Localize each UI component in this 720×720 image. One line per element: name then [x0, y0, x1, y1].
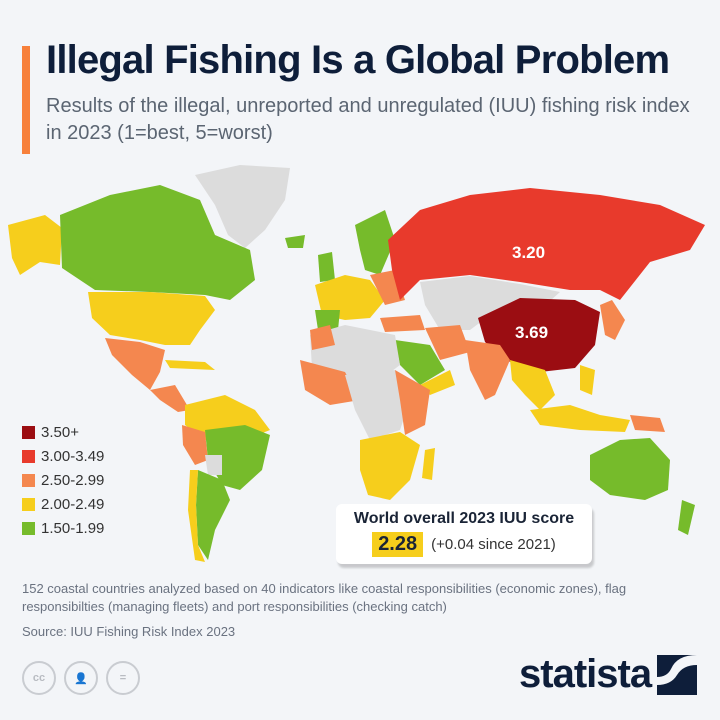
world-score-box: World overall 2023 IUU score 2.28 (+0.04… [336, 504, 592, 564]
no-derivatives-icon[interactable]: = [106, 661, 140, 695]
central-america [150, 385, 190, 412]
legend-swatch [22, 425, 35, 439]
chile [188, 470, 205, 562]
central-africa [345, 370, 410, 440]
uk [318, 252, 335, 282]
india [465, 340, 510, 400]
statista-logo-icon [657, 654, 698, 695]
accent-bar [22, 46, 30, 154]
mexico [105, 338, 165, 390]
iran [425, 325, 470, 360]
yemen-oman [420, 370, 455, 395]
canada [60, 185, 255, 300]
legend-label: 3.00-3.49 [41, 447, 105, 465]
russia-score-label: 3.20 [512, 243, 545, 262]
usa [88, 292, 215, 345]
korea-japan [600, 300, 625, 340]
attribution-icon[interactable]: 👤 [64, 661, 98, 695]
score-title: World overall 2023 IUU score [353, 510, 575, 527]
legend-label: 2.00-2.49 [41, 495, 105, 513]
madagascar [422, 448, 435, 480]
legend-item: 1.50-1.99 [22, 516, 104, 540]
world-map: 3.20 3.69 [8, 165, 705, 562]
saudi-arabia [395, 340, 445, 385]
score-change: (+0.04 since 2021) [431, 536, 556, 553]
philippines [580, 365, 595, 395]
east-africa [395, 370, 430, 435]
caribbean [165, 360, 215, 370]
page-title: Illegal Fishing Is a Global Problem [46, 38, 670, 82]
russia [388, 188, 705, 300]
legend-swatch [22, 497, 35, 511]
southern-africa [360, 432, 420, 500]
methodology-note: 152 coastal countries analyzed based on … [22, 581, 627, 614]
map-legend: 3.50+ 3.00-3.49 2.50-2.99 2.00-2.49 1.50… [22, 420, 104, 540]
png [630, 415, 665, 432]
legend-label: 2.50-2.99 [41, 471, 105, 489]
legend-swatch [22, 449, 35, 463]
license-icons: cc 👤 = [22, 661, 140, 695]
alaska [8, 215, 62, 275]
china [478, 298, 600, 372]
legend-item: 2.50-2.99 [22, 468, 104, 492]
statista-logo[interactable]: statista [519, 652, 698, 697]
legend-item: 3.00-3.49 [22, 444, 104, 468]
turkey [380, 315, 425, 332]
southeast-asia [510, 360, 555, 410]
cc-icon[interactable]: cc [22, 661, 56, 695]
china-score-label: 3.69 [515, 323, 548, 342]
iberia [315, 310, 340, 330]
morocco [310, 325, 335, 350]
legend-label: 3.50+ [41, 423, 79, 441]
western-europe [315, 275, 385, 320]
legend-item: 3.50+ [22, 420, 104, 444]
source-text: Source: IUU Fishing Risk Index 2023 [22, 624, 236, 639]
central-asia [420, 276, 560, 330]
indonesia [530, 405, 630, 432]
bolivia [205, 455, 222, 475]
legend-item: 2.00-2.49 [22, 492, 104, 516]
greenland [195, 165, 290, 248]
australia [590, 438, 670, 500]
peru [182, 425, 208, 465]
score-value: 2.28 [372, 532, 424, 557]
legend-label: 1.50-1.99 [41, 519, 105, 537]
logo-text: statista [519, 652, 652, 696]
scandinavia [355, 210, 395, 275]
new-zealand [678, 500, 695, 535]
iceland [285, 235, 305, 248]
west-africa [300, 360, 360, 405]
legend-swatch [22, 521, 35, 535]
legend-swatch [22, 473, 35, 487]
argentina [196, 470, 230, 560]
page-subtitle: Results of the illegal, unreported and u… [46, 95, 690, 144]
